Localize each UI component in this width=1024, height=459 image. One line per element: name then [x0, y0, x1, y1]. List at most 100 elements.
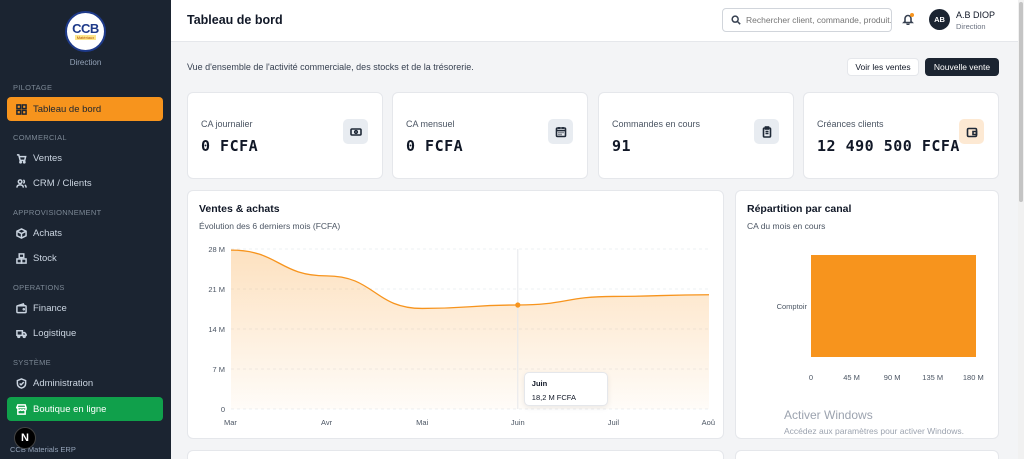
sidebar-item-crm[interactable]: CRM / Clients	[7, 171, 163, 195]
kpi-value: 0 FCFA	[201, 137, 259, 155]
section-label-approvisionnement: APPROVISIONNEMENT	[13, 208, 102, 217]
sidebar-item-label: CRM / Clients	[33, 177, 92, 189]
chart-title: Répartition par canal	[747, 203, 852, 215]
bottom-card-left	[187, 450, 724, 459]
kpi-label: CA journalier	[201, 119, 253, 129]
sidebar-role: Direction	[69, 58, 102, 67]
sidebar: CCB Matériaux Direction PILOTAGE Tableau…	[0, 0, 171, 459]
search-icon	[731, 15, 741, 25]
boxes-icon	[16, 252, 27, 264]
series-line	[230, 249, 710, 310]
y-tick-label: 0	[221, 405, 225, 414]
next-badge[interactable]: N	[14, 427, 36, 449]
sidebar-item-stock[interactable]: Stock	[7, 246, 163, 270]
sidebar-footer: CCB Materials ERP	[10, 445, 76, 454]
store-icon	[16, 403, 27, 415]
tooltip-title: Juin	[531, 379, 548, 388]
new-sale-button[interactable]: Nouvelle vente	[925, 58, 999, 76]
notifications-button[interactable]	[902, 13, 916, 27]
kpi-label: Commandes en cours	[612, 119, 701, 129]
y-tick-label: 14 M	[208, 325, 225, 334]
sidebar-item-label: Achats	[33, 227, 63, 239]
x-tick-label: 180 M	[963, 373, 984, 382]
windows-watermark-text: Accédez aux paramètres pour activer Wind…	[784, 426, 964, 436]
kpi-label: CA mensuel	[406, 119, 455, 129]
windows-watermark-title: Activer Windows	[784, 408, 873, 422]
truck-icon	[16, 329, 27, 338]
notification-dot	[910, 13, 914, 17]
page-subtitle: Vue d'ensemble de l'activité commerciale…	[187, 62, 474, 72]
logo-subtext: Matériaux	[74, 35, 97, 40]
sidebar-item-finance[interactable]: Finance	[7, 296, 163, 320]
company-logo[interactable]: CCB Matériaux	[65, 11, 106, 52]
y-tick-label: 28 M	[208, 245, 225, 254]
bar	[811, 255, 976, 357]
package-icon	[16, 227, 27, 239]
x-tick-label: Juil	[608, 418, 620, 427]
sales-area-chart[interactable]: 0 7 M 14 M 21 M 28 M Mar Avr Mai Juin Juil Aoû	[188, 191, 725, 440]
sidebar-item-ventes[interactable]: Ventes	[7, 146, 163, 170]
logo-text: CCB	[72, 21, 99, 36]
section-label-pilotage: PILOTAGE	[13, 83, 53, 92]
kpi-value: 0 FCFA	[406, 137, 464, 155]
shield-icon	[16, 377, 27, 389]
view-sales-button[interactable]: Voir les ventes	[847, 58, 919, 76]
sidebar-item-label: Boutique en ligne	[33, 403, 107, 415]
x-tick-label: 0	[809, 373, 813, 382]
users-icon	[16, 178, 27, 188]
x-tick-label: Aoû	[702, 418, 715, 427]
sidebar-item-label: Logistique	[33, 327, 77, 339]
x-tick-label: 45 M	[843, 373, 860, 382]
cart-icon	[16, 153, 27, 164]
cash-icon	[343, 119, 368, 144]
sidebar-item-logistique[interactable]: Logistique	[7, 321, 163, 345]
sidebar-item-boutique[interactable]: Boutique en ligne	[7, 397, 163, 421]
kpi-value: 91	[612, 137, 632, 155]
y-tick-label: 21 M	[208, 285, 225, 294]
x-tick-label: Mar	[224, 418, 237, 427]
category-label: Comptoir	[777, 302, 808, 311]
sidebar-item-label: Stock	[33, 252, 57, 264]
search-input[interactable]	[746, 15, 891, 25]
top-header: Tableau de bord AB A.B DIOP Direction	[171, 0, 1024, 42]
sidebar-item-dashboard[interactable]: Tableau de bord	[7, 97, 163, 121]
channel-chart-card: Répartition par canal CA du mois en cour…	[735, 190, 999, 439]
search-box[interactable]	[722, 8, 892, 32]
clipboard-icon	[754, 119, 779, 144]
kpi-card-creances: Créances clients 12 490 500 FCFA	[803, 92, 999, 179]
sidebar-item-administration[interactable]: Administration	[7, 371, 163, 395]
scrollbar-thumb[interactable]	[1019, 2, 1023, 202]
wallet-icon	[959, 119, 984, 144]
kpi-card-commandes: Commandes en cours 91	[598, 92, 794, 179]
page-scrollbar[interactable]	[1018, 0, 1024, 459]
section-label-operations: OPERATIONS	[13, 283, 65, 292]
x-tick-label: Mai	[416, 418, 428, 427]
y-tick-label: 7 M	[212, 365, 225, 374]
sidebar-item-label: Finance	[33, 302, 67, 314]
wallet-icon	[16, 302, 27, 313]
area-fill	[231, 250, 709, 409]
x-tick-label: Avr	[321, 418, 333, 427]
kpi-value: 12 490 500 FCFA	[817, 137, 960, 155]
x-tick-label: Juin	[511, 418, 525, 427]
x-tick-label: 135 M	[922, 373, 943, 382]
user-role: Direction	[956, 22, 986, 31]
calendar-icon	[548, 119, 573, 144]
section-label-commercial: COMMERCIAL	[13, 133, 67, 142]
sales-chart-card: Ventes & achats Évolution des 6 derniers…	[187, 190, 724, 439]
tooltip-value: 18,2 M FCFA	[531, 393, 576, 402]
user-name: A.B DIOP	[956, 10, 996, 20]
sidebar-item-achats[interactable]: Achats	[7, 221, 163, 245]
chart-subtitle: CA du mois en cours	[747, 221, 826, 231]
bottom-card-right	[735, 450, 999, 459]
kpi-card-ca-mensuel: CA mensuel 0 FCFA	[392, 92, 588, 179]
page-title: Tableau de bord	[187, 13, 283, 27]
chart-tooltip: Juin 18,2 M FCFA	[523, 372, 608, 406]
data-point	[515, 302, 521, 308]
chart-subtitle: Évolution des 6 derniers mois (FCFA)	[199, 221, 341, 231]
bell-icon	[902, 14, 914, 26]
channel-bar-chart[interactable]: Comptoir 0 45 M 90 M 135 M 180 M	[736, 191, 1000, 440]
x-tick-label: 90 M	[884, 373, 901, 382]
avatar[interactable]: AB	[929, 9, 950, 30]
sidebar-item-label: Tableau de bord	[33, 103, 102, 115]
